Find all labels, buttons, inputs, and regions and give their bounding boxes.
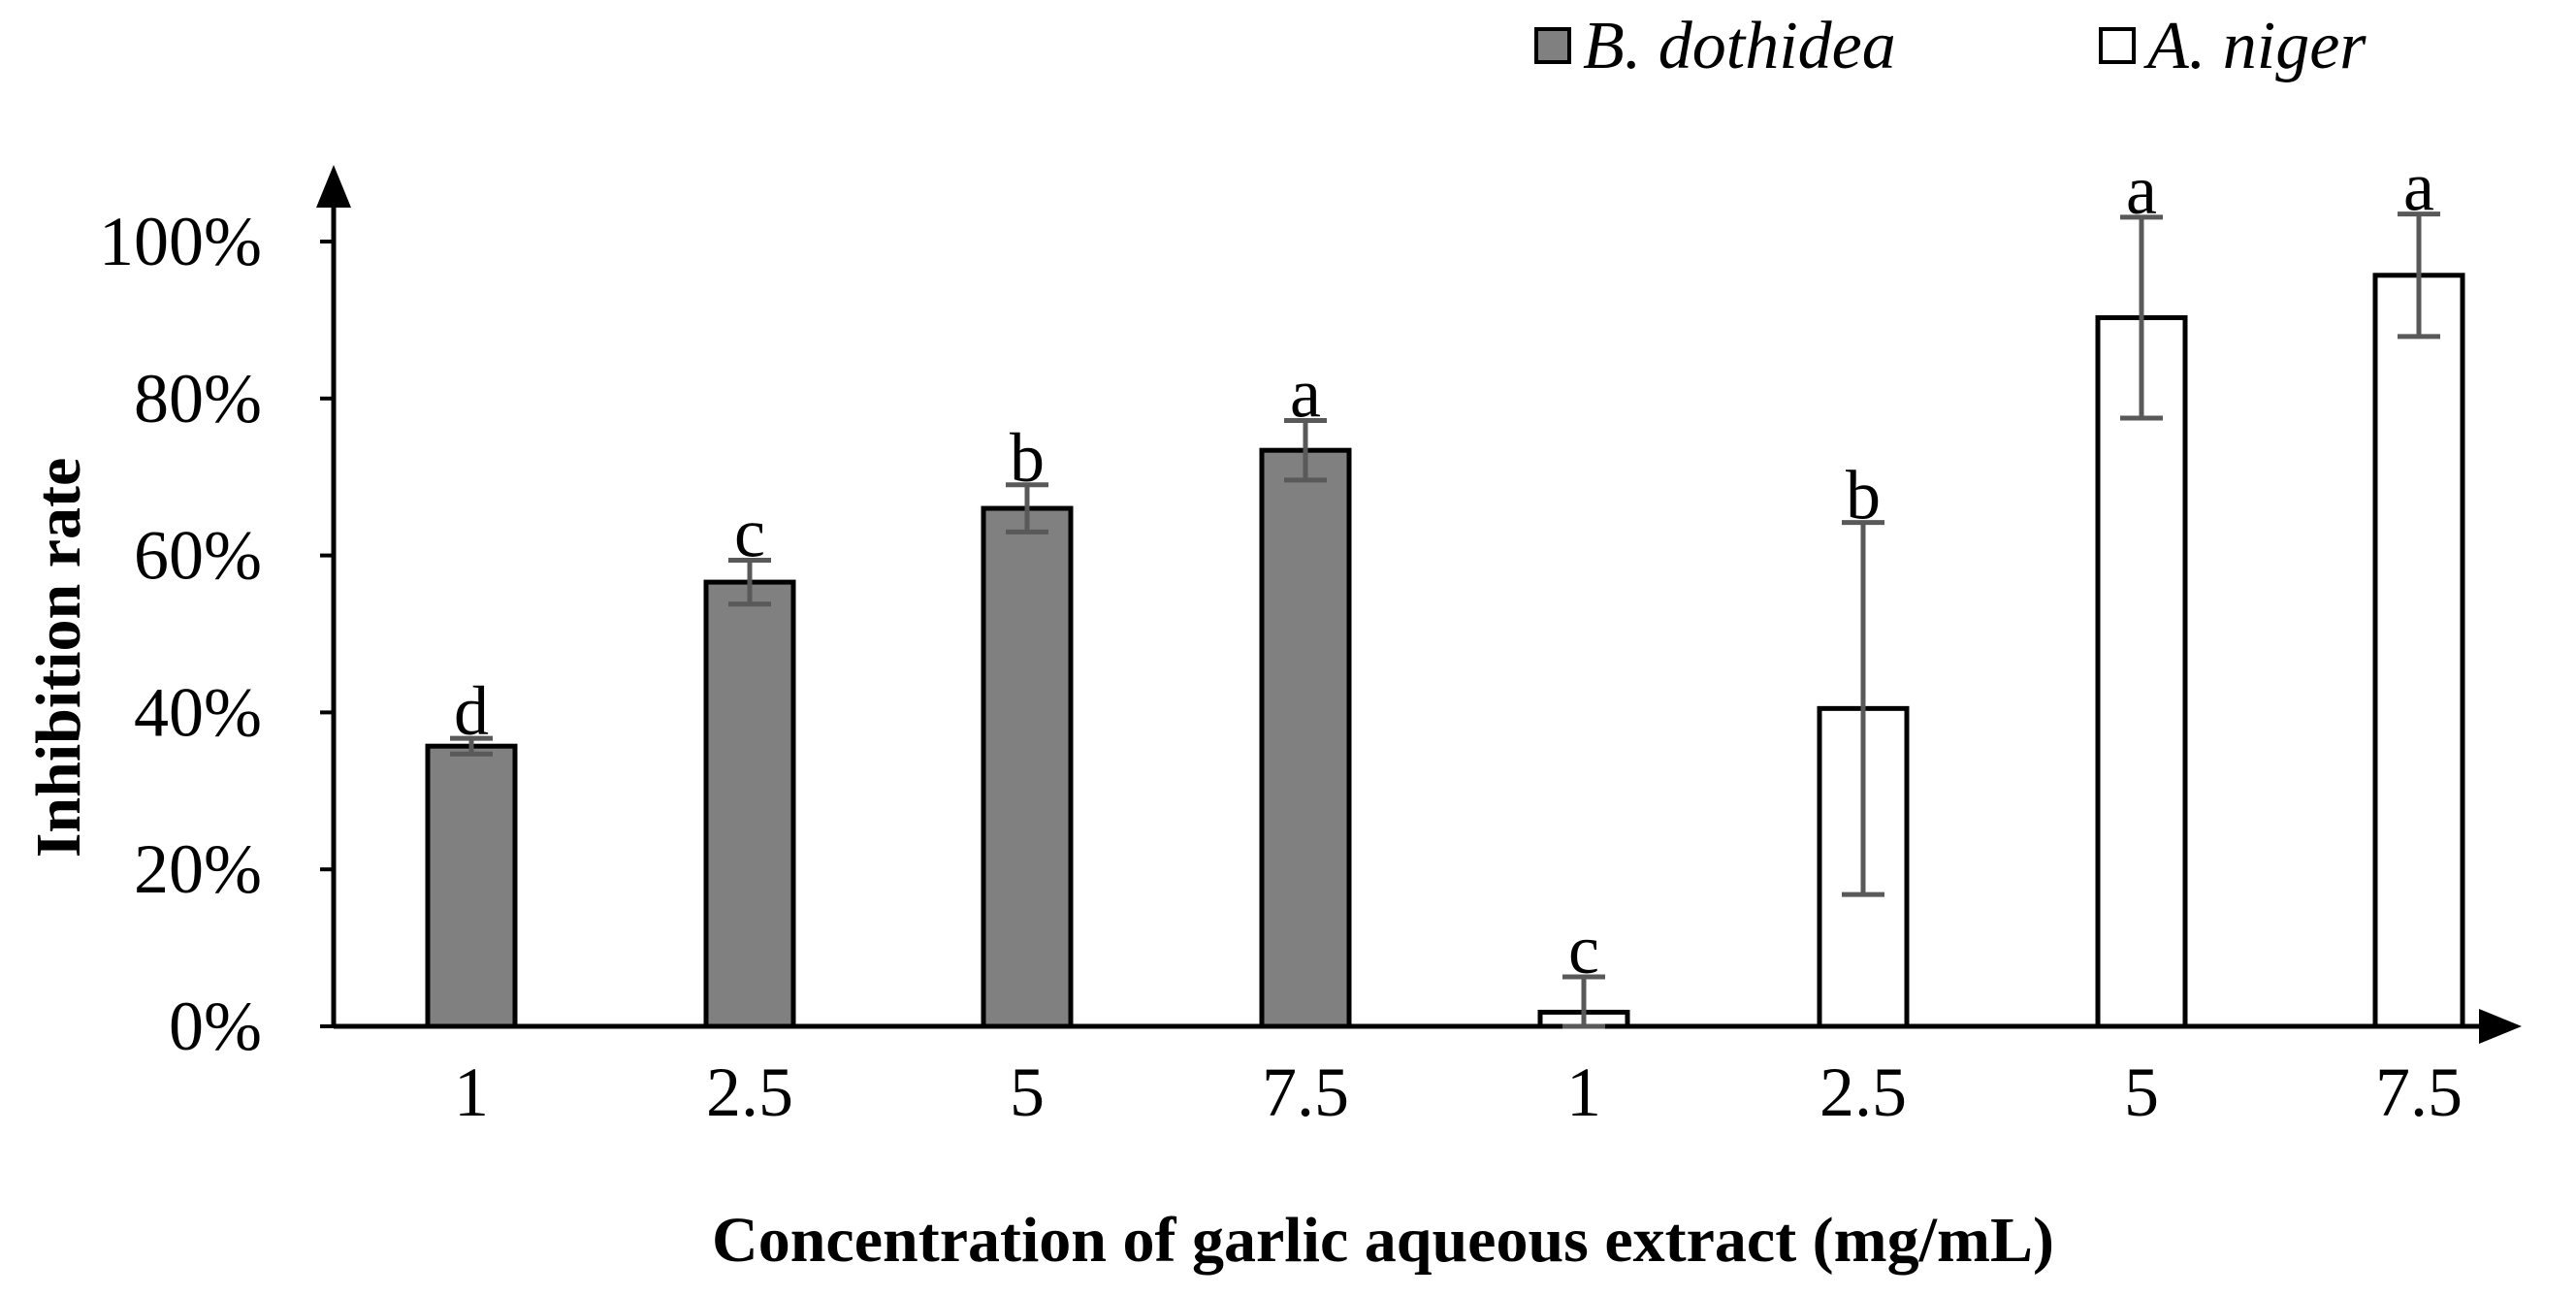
axes bbox=[316, 165, 2522, 1044]
significance-label: a bbox=[2403, 148, 2434, 226]
x-tick-label: 5 bbox=[1010, 1053, 1045, 1131]
legend: B. dothidea A. niger bbox=[1534, 9, 2367, 83]
x-tick-label: 5 bbox=[2124, 1053, 2159, 1131]
y-tick-label: 100% bbox=[99, 203, 262, 280]
x-tick-label: 2.5 bbox=[1819, 1053, 1907, 1131]
significance-label: b bbox=[1846, 457, 1881, 535]
significance-label: d bbox=[454, 672, 489, 750]
significance-label: a bbox=[2126, 151, 2157, 229]
y-tick-labels: 0% 20% 40% 60% 80% 100% bbox=[99, 203, 262, 1065]
significance-label: c bbox=[1568, 911, 1599, 988]
x-tick-label: 2.5 bbox=[706, 1053, 793, 1131]
legend-swatch bbox=[2099, 27, 2136, 64]
x-tick-labels: 1 2.5 5 7.5 1 2.5 5 7.5 bbox=[454, 1053, 2463, 1131]
x-tick-label: 7.5 bbox=[1262, 1053, 1349, 1131]
bars bbox=[425, 273, 2465, 1029]
legend-label: B. dothidea bbox=[1583, 9, 1896, 83]
error-bars bbox=[450, 211, 2440, 1029]
y-tick-label: 60% bbox=[134, 517, 262, 595]
x-tick-label: 7.5 bbox=[2375, 1053, 2463, 1131]
y-axis-arrow bbox=[316, 165, 351, 208]
x-axis-arrow bbox=[2479, 1009, 2522, 1044]
y-tick-label: 0% bbox=[169, 988, 262, 1065]
x-tick-label: 1 bbox=[1566, 1053, 1601, 1131]
bar bbox=[2095, 314, 2188, 1029]
x-axis-title: Concentration of garlic aqueous extract … bbox=[712, 1205, 2054, 1276]
y-tick-label: 20% bbox=[134, 830, 262, 908]
significance-label: a bbox=[1290, 354, 1321, 432]
y-tick-label: 40% bbox=[134, 673, 262, 751]
bar bbox=[1259, 447, 1352, 1029]
bar bbox=[425, 743, 518, 1029]
significance-labels: d c b a c b a a bbox=[454, 148, 2434, 988]
significance-label: c bbox=[734, 494, 765, 571]
legend-swatch bbox=[1534, 27, 1571, 64]
significance-label: b bbox=[1010, 419, 1045, 497]
bar bbox=[2372, 273, 2465, 1029]
legend-label: A. niger bbox=[2143, 9, 2367, 83]
bar bbox=[703, 579, 796, 1029]
bar bbox=[981, 505, 1074, 1029]
y-tick-label: 80% bbox=[134, 360, 262, 437]
x-tick-label: 1 bbox=[454, 1053, 489, 1131]
y-axis-title: Inhibition rate bbox=[23, 458, 94, 859]
